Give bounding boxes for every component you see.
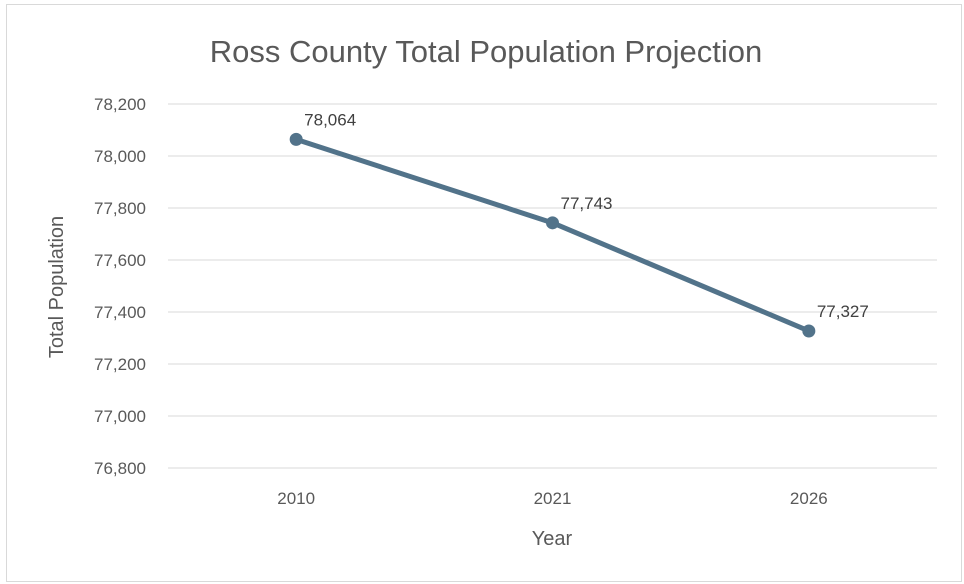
y-tick-label: 77,800 [94,199,146,218]
x-tick-label: 2021 [534,489,572,508]
data-point [289,132,303,146]
y-tick-label: 78,000 [94,147,146,166]
y-axis-label: Total Population [46,216,68,358]
series-layer: 78,064 77,743 77,327 [289,110,869,338]
y-axis-ticks: 76,800 77,000 77,200 77,400 77,600 77,800 78,0… [94,95,146,478]
gridlines [168,103,937,469]
x-axis-label: Year [532,528,573,550]
y-tick-label: 77,000 [94,407,146,426]
y-tick-label: 77,200 [94,355,146,374]
data-point [802,324,816,338]
y-tick-label: 78,200 [94,95,146,114]
data-label: 78,064 [304,110,356,129]
data-point [546,216,559,230]
x-tick-label: 2010 [277,489,315,508]
data-label: 77,327 [817,302,869,321]
chart-title: Ross County Total Population Projection [210,34,763,69]
y-tick-label: 77,600 [94,251,146,270]
x-tick-label: 2026 [790,489,828,508]
chart-frame [6,4,962,582]
y-tick-label: 77,400 [94,303,146,322]
data-label: 77,743 [561,194,613,213]
y-tick-label: 76,800 [94,459,146,478]
x-axis-ticks: 2010 2021 2026 [277,489,827,508]
series-line [293,136,812,334]
